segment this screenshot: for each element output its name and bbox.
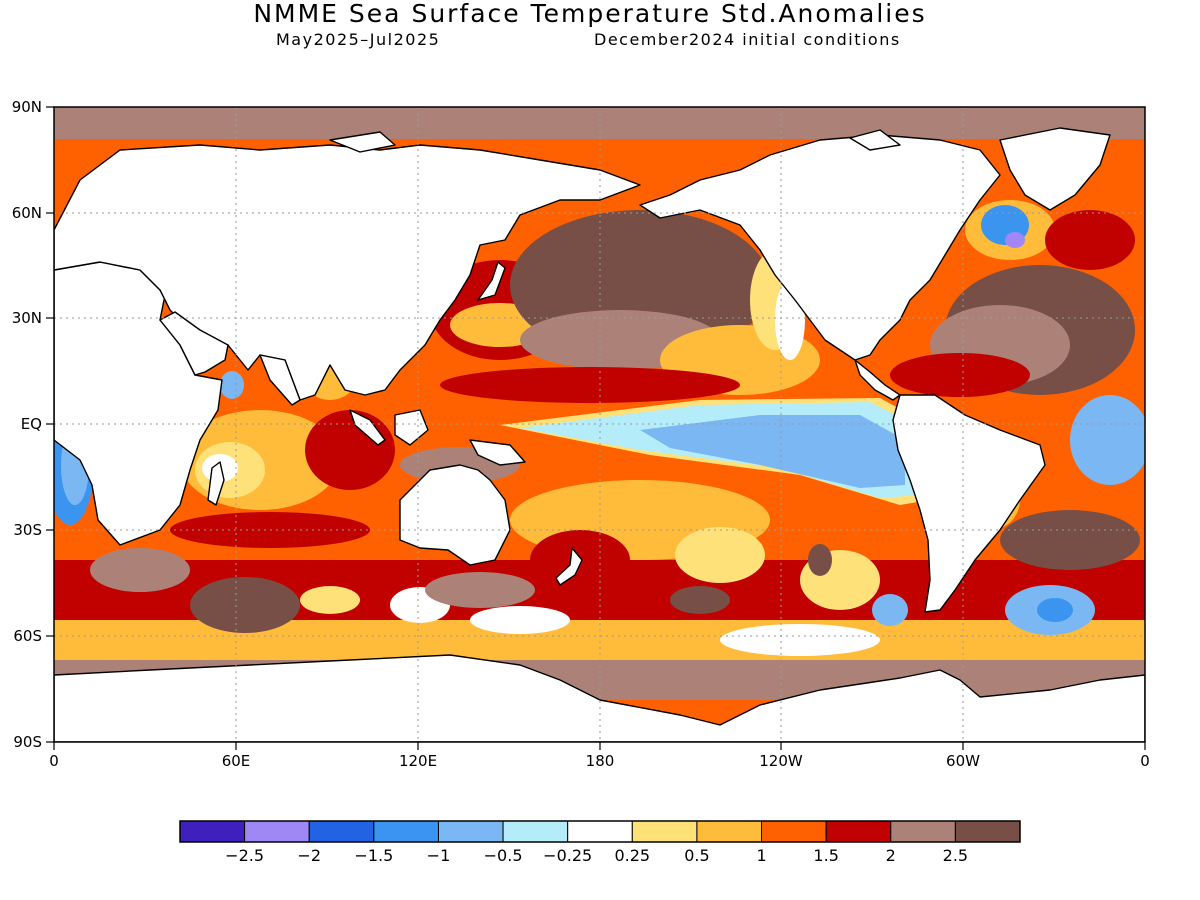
land-layer (54, 127, 1145, 742)
north-america-landmass (639, 134, 1001, 361)
y-tick-label: 60S (13, 627, 42, 645)
india-landmass (259, 354, 301, 406)
colorbar-label: −2 (297, 846, 321, 865)
anomaly-patch (425, 572, 535, 608)
arabia-landmass (159, 311, 229, 376)
anomaly-patch (1000, 510, 1140, 570)
anomaly-patch (720, 624, 880, 656)
anomaly-patch (675, 527, 765, 583)
forecast-period: May2025–Jul2025 (276, 30, 441, 49)
arctic-island (329, 131, 396, 153)
y-tick-label: 90N (12, 98, 42, 116)
anomaly-patch (1045, 210, 1135, 270)
initial-conditions: December2024 initial conditions (594, 30, 901, 49)
y-tick-label: EQ (21, 415, 42, 433)
greenland-landmass (999, 127, 1111, 211)
colorbar-label: −1 (427, 846, 451, 865)
new-guinea-landmass (469, 439, 526, 466)
colorbar-frame (179, 820, 1021, 843)
colorbar-bin (373, 820, 439, 843)
new-zealand-landmass (555, 547, 583, 586)
colorbar-label: −0.25 (543, 846, 592, 865)
anomaly-patch (220, 371, 244, 399)
anomaly-patch (808, 544, 832, 576)
anomaly-patch (300, 586, 360, 614)
y-tick-label: 30N (12, 309, 42, 327)
colorbar-label: 0.25 (614, 846, 650, 865)
colorbar-label: 0.5 (684, 846, 709, 865)
anomaly-patch (190, 577, 300, 633)
colorbar-bin (631, 820, 698, 843)
colorbar-label: 2 (886, 846, 896, 865)
anomaly-patch (670, 586, 730, 614)
colorbar-bin (890, 820, 956, 843)
japan-landmass (477, 261, 506, 301)
y-tick-label: 30S (13, 521, 42, 539)
x-tick-label: 180 (586, 752, 615, 770)
anomaly-patch (470, 606, 570, 634)
colorbar-bin (502, 820, 569, 843)
colorbar-bin (179, 820, 246, 843)
colorbar-label: 2.5 (943, 846, 968, 865)
arctic-band (54, 107, 1145, 139)
antarctica-landmass (54, 654, 1145, 742)
colorbar-label: −1.5 (354, 846, 393, 865)
colorbar-bin (761, 820, 827, 843)
anomaly-patch (90, 548, 190, 592)
sumatra-landmass (349, 409, 386, 446)
central-america-landmass (854, 359, 901, 401)
colorbar-label: −0.5 (484, 846, 523, 865)
tick-marks (46, 106, 1146, 750)
anomaly-patch (1037, 598, 1073, 622)
x-tick-label: 60E (222, 752, 251, 770)
anomaly-patch (890, 353, 1030, 397)
anomaly-patch (440, 367, 740, 403)
anomaly-patch (1005, 232, 1025, 248)
x-tick-label: 120W (759, 752, 803, 770)
colorbar-label: −2.5 (225, 846, 264, 865)
south-america-landmass (892, 394, 1046, 613)
colorbar-bin (825, 820, 892, 843)
colorbar-bin (308, 820, 375, 843)
map-title: NMME Sea Surface Temperature Std.Anomali… (253, 0, 927, 28)
y-tick-label: 60N (12, 204, 42, 222)
colorbar: −2.5 −2 −1.5 −1 −0.5 −0.25 0.25 0.5 1 1.5 2 2.5 (179, 820, 1021, 865)
x-tick-label: 120E (399, 752, 437, 770)
x-tick-label: 0 (49, 752, 59, 770)
cold-tongue-core (640, 415, 905, 488)
x-tick-label: 0 (1140, 752, 1150, 770)
anomaly-patch (1070, 395, 1145, 485)
arctic-island (849, 129, 901, 151)
x-axis-labels: 0 60E 120E 180 120W 60W 0 (49, 752, 1150, 770)
x-tick-label: 60W (946, 752, 980, 770)
colorbar-bin (244, 820, 310, 843)
borneo-landmass (394, 409, 429, 446)
colorbar-bin (567, 820, 633, 843)
anomaly-patch (872, 594, 908, 626)
grid-lines (54, 107, 1145, 742)
colorbar-label: 1.5 (813, 846, 838, 865)
madagascar-landmass (207, 461, 225, 506)
colorbar-label: 1 (756, 846, 766, 865)
anomaly-patch (305, 410, 395, 490)
y-tick-label: 90S (13, 733, 42, 751)
y-axis-labels: 90N 60N 30N EQ 30S 60S 90S (12, 98, 42, 751)
colorbar-bin (437, 820, 504, 843)
colorbar-bin (696, 820, 763, 843)
colorbar-bin (954, 820, 1021, 843)
